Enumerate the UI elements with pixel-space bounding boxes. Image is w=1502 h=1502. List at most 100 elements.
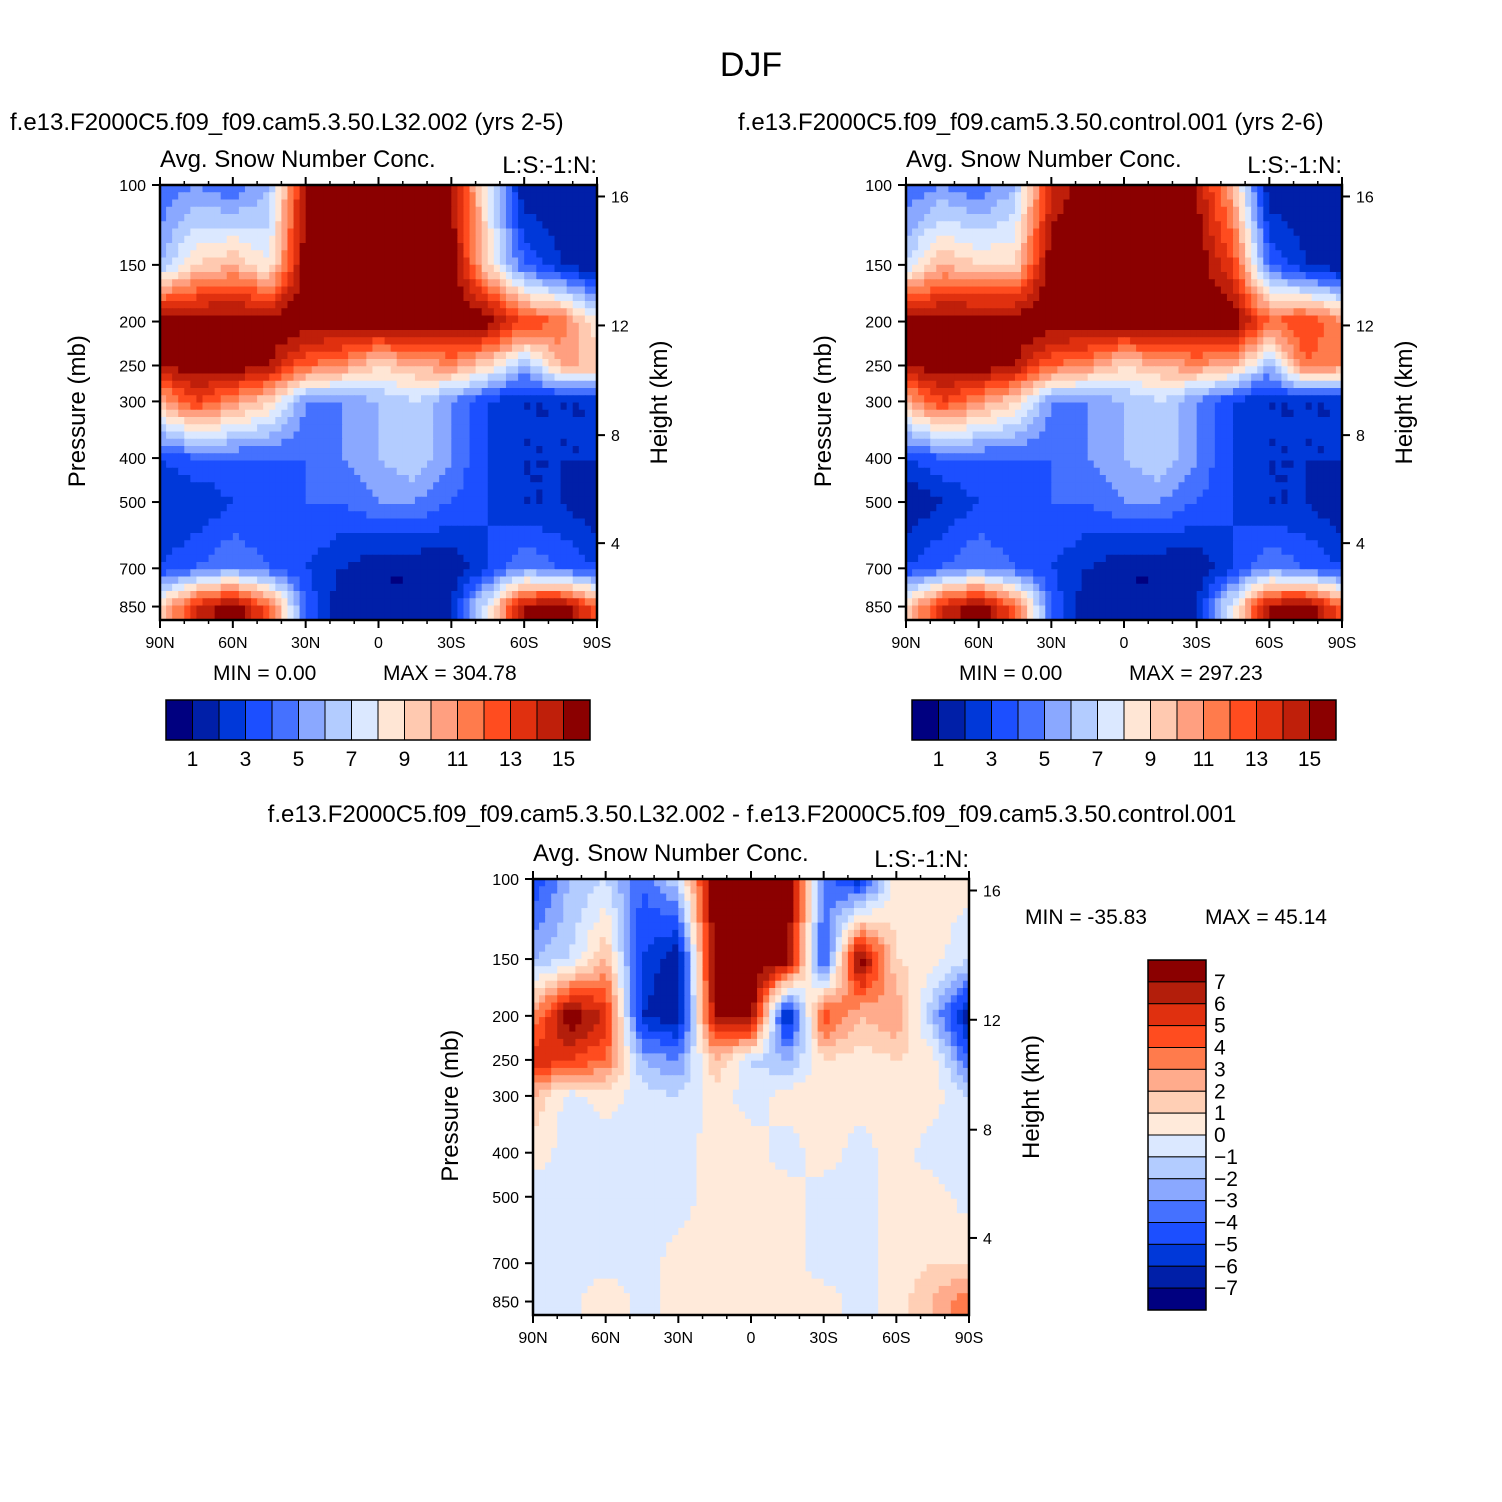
heatmap-cell (542, 446, 550, 454)
heatmap-cell (524, 598, 531, 607)
heatmap-cell (572, 438, 580, 447)
heatmap-cell (244, 337, 252, 346)
heatmap-cell (299, 612, 307, 621)
heatmap-cell (524, 569, 531, 578)
heatmap-cell (493, 308, 501, 317)
heatmap-cell (493, 250, 501, 259)
heatmap-cell (208, 409, 216, 418)
heatmap-cell (342, 257, 349, 266)
heatmap-cell (372, 315, 380, 324)
heatmap-cell (354, 293, 361, 302)
heatmap-cell (984, 206, 992, 215)
heatmap-cell (257, 504, 264, 512)
heatmap-cell (1275, 199, 1283, 208)
heatmap-cell (990, 221, 998, 230)
heatmap-cell (512, 562, 519, 570)
heatmap-cell (226, 279, 234, 288)
heatmap-cell (226, 446, 234, 454)
heatmap-cell (348, 380, 355, 389)
heatmap-cell (408, 366, 416, 375)
heatmap-cell (232, 257, 240, 266)
heatmap-cell (378, 395, 386, 404)
heatmap-cell (1105, 192, 1113, 201)
heatmap-cell (542, 562, 550, 570)
heatmap-cell (505, 373, 513, 382)
heatmap-cell (390, 591, 398, 599)
heatmap-cell (190, 402, 198, 411)
heatmap-cell (208, 591, 216, 599)
heatmap-cell (263, 250, 270, 259)
heatmap-cell (390, 366, 398, 375)
heatmap-cell (251, 264, 258, 273)
heatmap-cell (524, 467, 531, 476)
heatmap-cell (475, 199, 483, 208)
heatmap-cell (445, 460, 452, 469)
heatmap-cell (226, 221, 234, 230)
heatmap-cell (336, 504, 343, 512)
heatmap-cell (202, 185, 210, 193)
heatmap-cell (451, 511, 458, 520)
heatmap-cell (208, 569, 216, 578)
heatmap-cell (238, 228, 246, 237)
heatmap-cell (244, 511, 252, 520)
heatmap-cell (996, 243, 1004, 251)
heatmap-cell (554, 185, 562, 193)
heatmap-cell (396, 540, 404, 549)
heatmap-cell (396, 322, 404, 331)
heatmap-cell (1317, 235, 1325, 244)
heatmap-cell (299, 243, 307, 251)
heatmap-cell (433, 460, 440, 469)
heatmap-cell (390, 453, 398, 462)
heatmap-cell (317, 525, 325, 534)
heatmap-cell (1081, 199, 1089, 208)
heatmap-cell (220, 431, 228, 440)
heatmap-cell (1075, 192, 1083, 201)
heatmap-cell (590, 279, 598, 288)
heatmap-cell (433, 547, 440, 556)
heatmap-cell (445, 540, 452, 549)
heatmap-cell (487, 518, 495, 527)
heatmap-cell (220, 591, 228, 599)
heatmap-cell (524, 257, 531, 266)
heatmap-cell (487, 446, 495, 454)
heatmap-cell (1184, 206, 1192, 215)
heatmap-cell (524, 518, 531, 527)
heatmap-field (160, 185, 598, 621)
heatmap-cell (966, 206, 974, 215)
heatmap-cell (220, 315, 228, 324)
heatmap-cell (481, 388, 489, 396)
heatmap-cell (481, 221, 489, 230)
heatmap-cell (1220, 214, 1228, 222)
heatmap-cell (1172, 192, 1180, 201)
heatmap-cell (487, 533, 495, 541)
heatmap-cell (348, 424, 355, 433)
heatmap-cell (481, 395, 489, 404)
heatmap-cell (512, 330, 519, 338)
heatmap-cell (317, 286, 325, 295)
heatmap-cell (420, 518, 428, 527)
heatmap-cell (554, 438, 562, 447)
heatmap-cell (918, 235, 925, 244)
heatmap-cell (281, 344, 289, 353)
heatmap-cell (390, 504, 398, 512)
heatmap-cell (433, 533, 440, 541)
heatmap-cell (329, 373, 337, 382)
heatmap-cell (1251, 228, 1258, 237)
heatmap-cell (214, 301, 222, 309)
heatmap-cell (554, 286, 562, 295)
heatmap-cell (578, 206, 586, 215)
heatmap-cell (554, 569, 562, 578)
heatmap-cell (542, 206, 550, 215)
heatmap-cell (512, 605, 519, 614)
heatmap-cell (990, 199, 998, 208)
heatmap-cell (930, 214, 937, 222)
heatmap-cell (463, 308, 471, 317)
heatmap-cell (548, 272, 556, 280)
heatmap-cell (590, 264, 598, 273)
heatmap-cell (354, 214, 361, 222)
heatmap-cell (184, 185, 191, 193)
heatmap-cell (481, 250, 489, 259)
heatmap-cell (202, 591, 210, 599)
heatmap-cell (317, 402, 325, 411)
heatmap-cell (433, 351, 440, 360)
